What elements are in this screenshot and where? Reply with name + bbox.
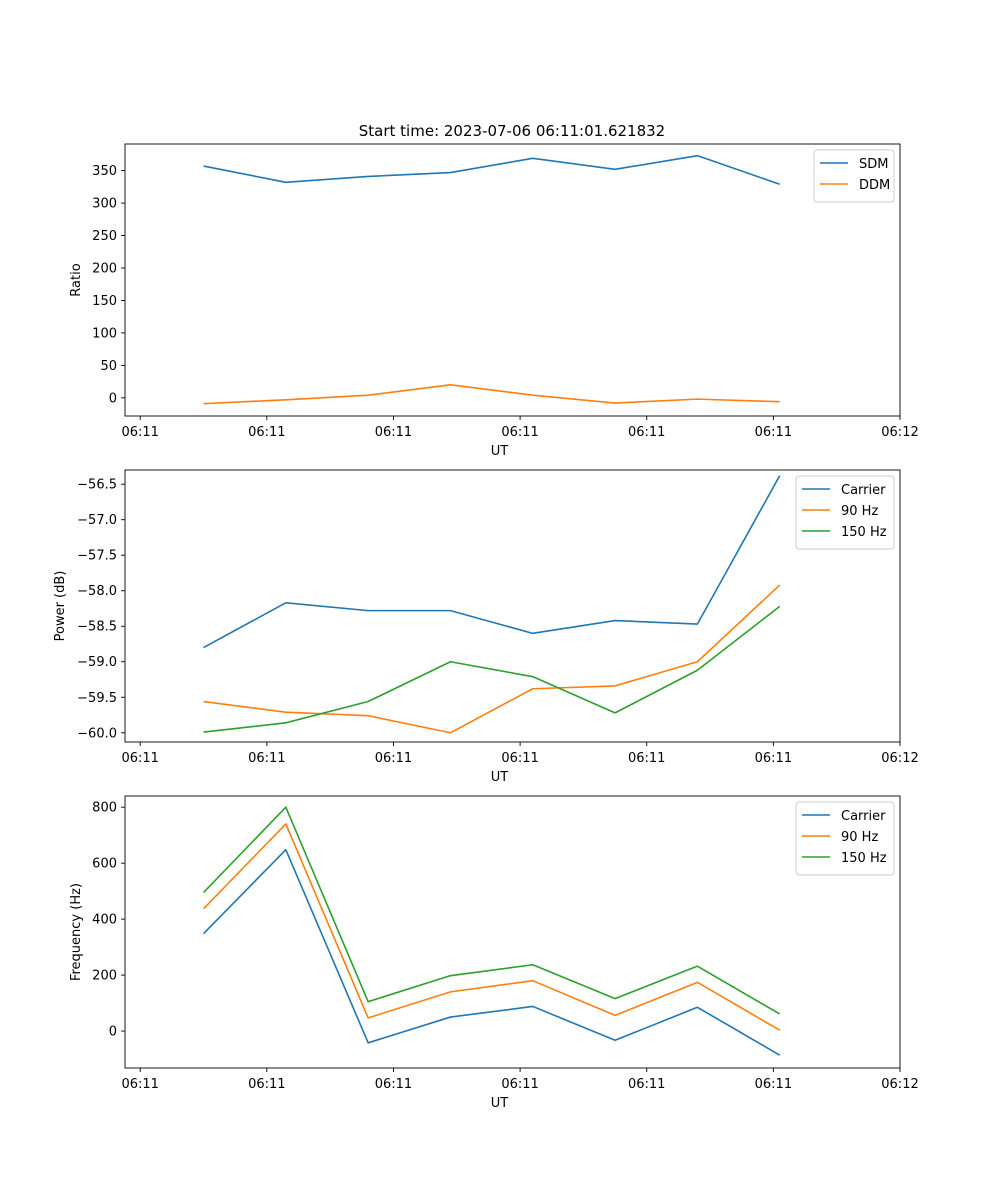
y-tick-label: 400 (92, 913, 117, 928)
legend-label: 150 Hz (841, 851, 887, 866)
y-tick-label: −60.0 (77, 726, 117, 741)
x-axis-label: UT (491, 1096, 509, 1111)
x-tick-label: 06:12 (881, 1077, 918, 1092)
series-line-90-hz (203, 584, 781, 734)
x-tick-label: 06:11 (248, 1077, 285, 1092)
x-tick-label: 06:11 (375, 1077, 412, 1092)
y-tick-label: 100 (92, 326, 117, 341)
legend-label: DDM (859, 178, 890, 193)
y-axis-label: Power (dB) (53, 571, 68, 642)
series-line-90-hz (202, 823, 781, 1031)
y-tick-label: 250 (92, 229, 117, 244)
series-line-carrier (203, 475, 781, 649)
frequency-chart: 06:11 06:11 06:11 06:11 06:11 06:11 06:12 0 200 4… (69, 795, 919, 1111)
y-tick-label: 300 (92, 197, 117, 212)
x-axis-label: UT (491, 444, 509, 459)
legend-label: 90 Hz (841, 504, 878, 519)
power-chart: 06:11 06:11 06:11 06:11 06:11 06:11 06:12 −60.0… (53, 469, 919, 785)
x-tick-label: 06:11 (628, 1077, 665, 1092)
series-line-ddm (203, 384, 780, 405)
x-tick-label: 06:11 (248, 751, 285, 766)
y-tick-label: −59.5 (77, 691, 117, 706)
x-tick-label: 06:11 (375, 425, 412, 440)
x-tick-label: 06:11 (755, 425, 792, 440)
y-tick-label: 0 (109, 1025, 117, 1040)
x-tick-label: 06:11 (248, 425, 285, 440)
y-tick-label: −58.0 (77, 584, 117, 599)
y-tick-label: 0 (109, 391, 117, 406)
x-tick-label: 06:12 (881, 751, 918, 766)
x-tick-label: 06:11 (121, 751, 158, 766)
series-line-150-hz (203, 605, 781, 733)
y-tick-label: 50 (100, 359, 117, 374)
series-line-150-hz (202, 806, 781, 1015)
y-tick-label: 200 (92, 969, 117, 984)
x-tick-label: 06:11 (501, 751, 538, 766)
y-tick-label: 200 (92, 261, 117, 276)
y-axis-label: Ratio (69, 263, 84, 296)
x-tick-label: 06:11 (755, 751, 792, 766)
y-tick-label: 800 (92, 801, 117, 816)
y-axis-label: Frequency (Hz) (69, 883, 84, 981)
x-axis-label: UT (491, 770, 509, 785)
series-line-sdm (203, 154, 780, 186)
y-tick-label: −58.5 (77, 620, 117, 635)
legend-label: Carrier (841, 809, 886, 824)
x-tick-label: 06:11 (375, 751, 412, 766)
legend-label: Carrier (841, 483, 886, 498)
x-tick-label: 06:11 (121, 425, 158, 440)
y-tick-label: −56.5 (77, 478, 117, 493)
ratio-chart: 06:11 06:11 06:11 06:11 06:11 06:11 06:12 0 50 10… (69, 143, 919, 459)
x-tick-label: 06:11 (628, 425, 665, 440)
y-tick-label: −57.0 (77, 513, 117, 528)
x-tick-label: 06:11 (501, 1077, 538, 1092)
y-tick-label: 600 (92, 857, 117, 872)
y-tick-label: 350 (92, 164, 117, 179)
axes-frame (124, 143, 901, 417)
x-tick-label: 06:12 (881, 425, 918, 440)
x-tick-label: 06:11 (755, 1077, 792, 1092)
legend-label: SDM (859, 157, 888, 172)
legend-label: 150 Hz (841, 525, 887, 540)
figure-title: Start time: 2023-07-06 06:11:01.621832 (359, 122, 665, 140)
axes-frame (124, 795, 901, 1069)
x-tick-label: 06:11 (501, 425, 538, 440)
y-tick-label: −57.5 (77, 549, 117, 564)
y-tick-label: 150 (92, 294, 117, 309)
series-line-carrier (202, 848, 781, 1056)
legend-label: 90 Hz (841, 830, 878, 845)
x-tick-label: 06:11 (121, 1077, 158, 1092)
y-tick-label: −59.0 (77, 655, 117, 670)
x-tick-label: 06:11 (628, 751, 665, 766)
axes-frame (124, 469, 901, 743)
